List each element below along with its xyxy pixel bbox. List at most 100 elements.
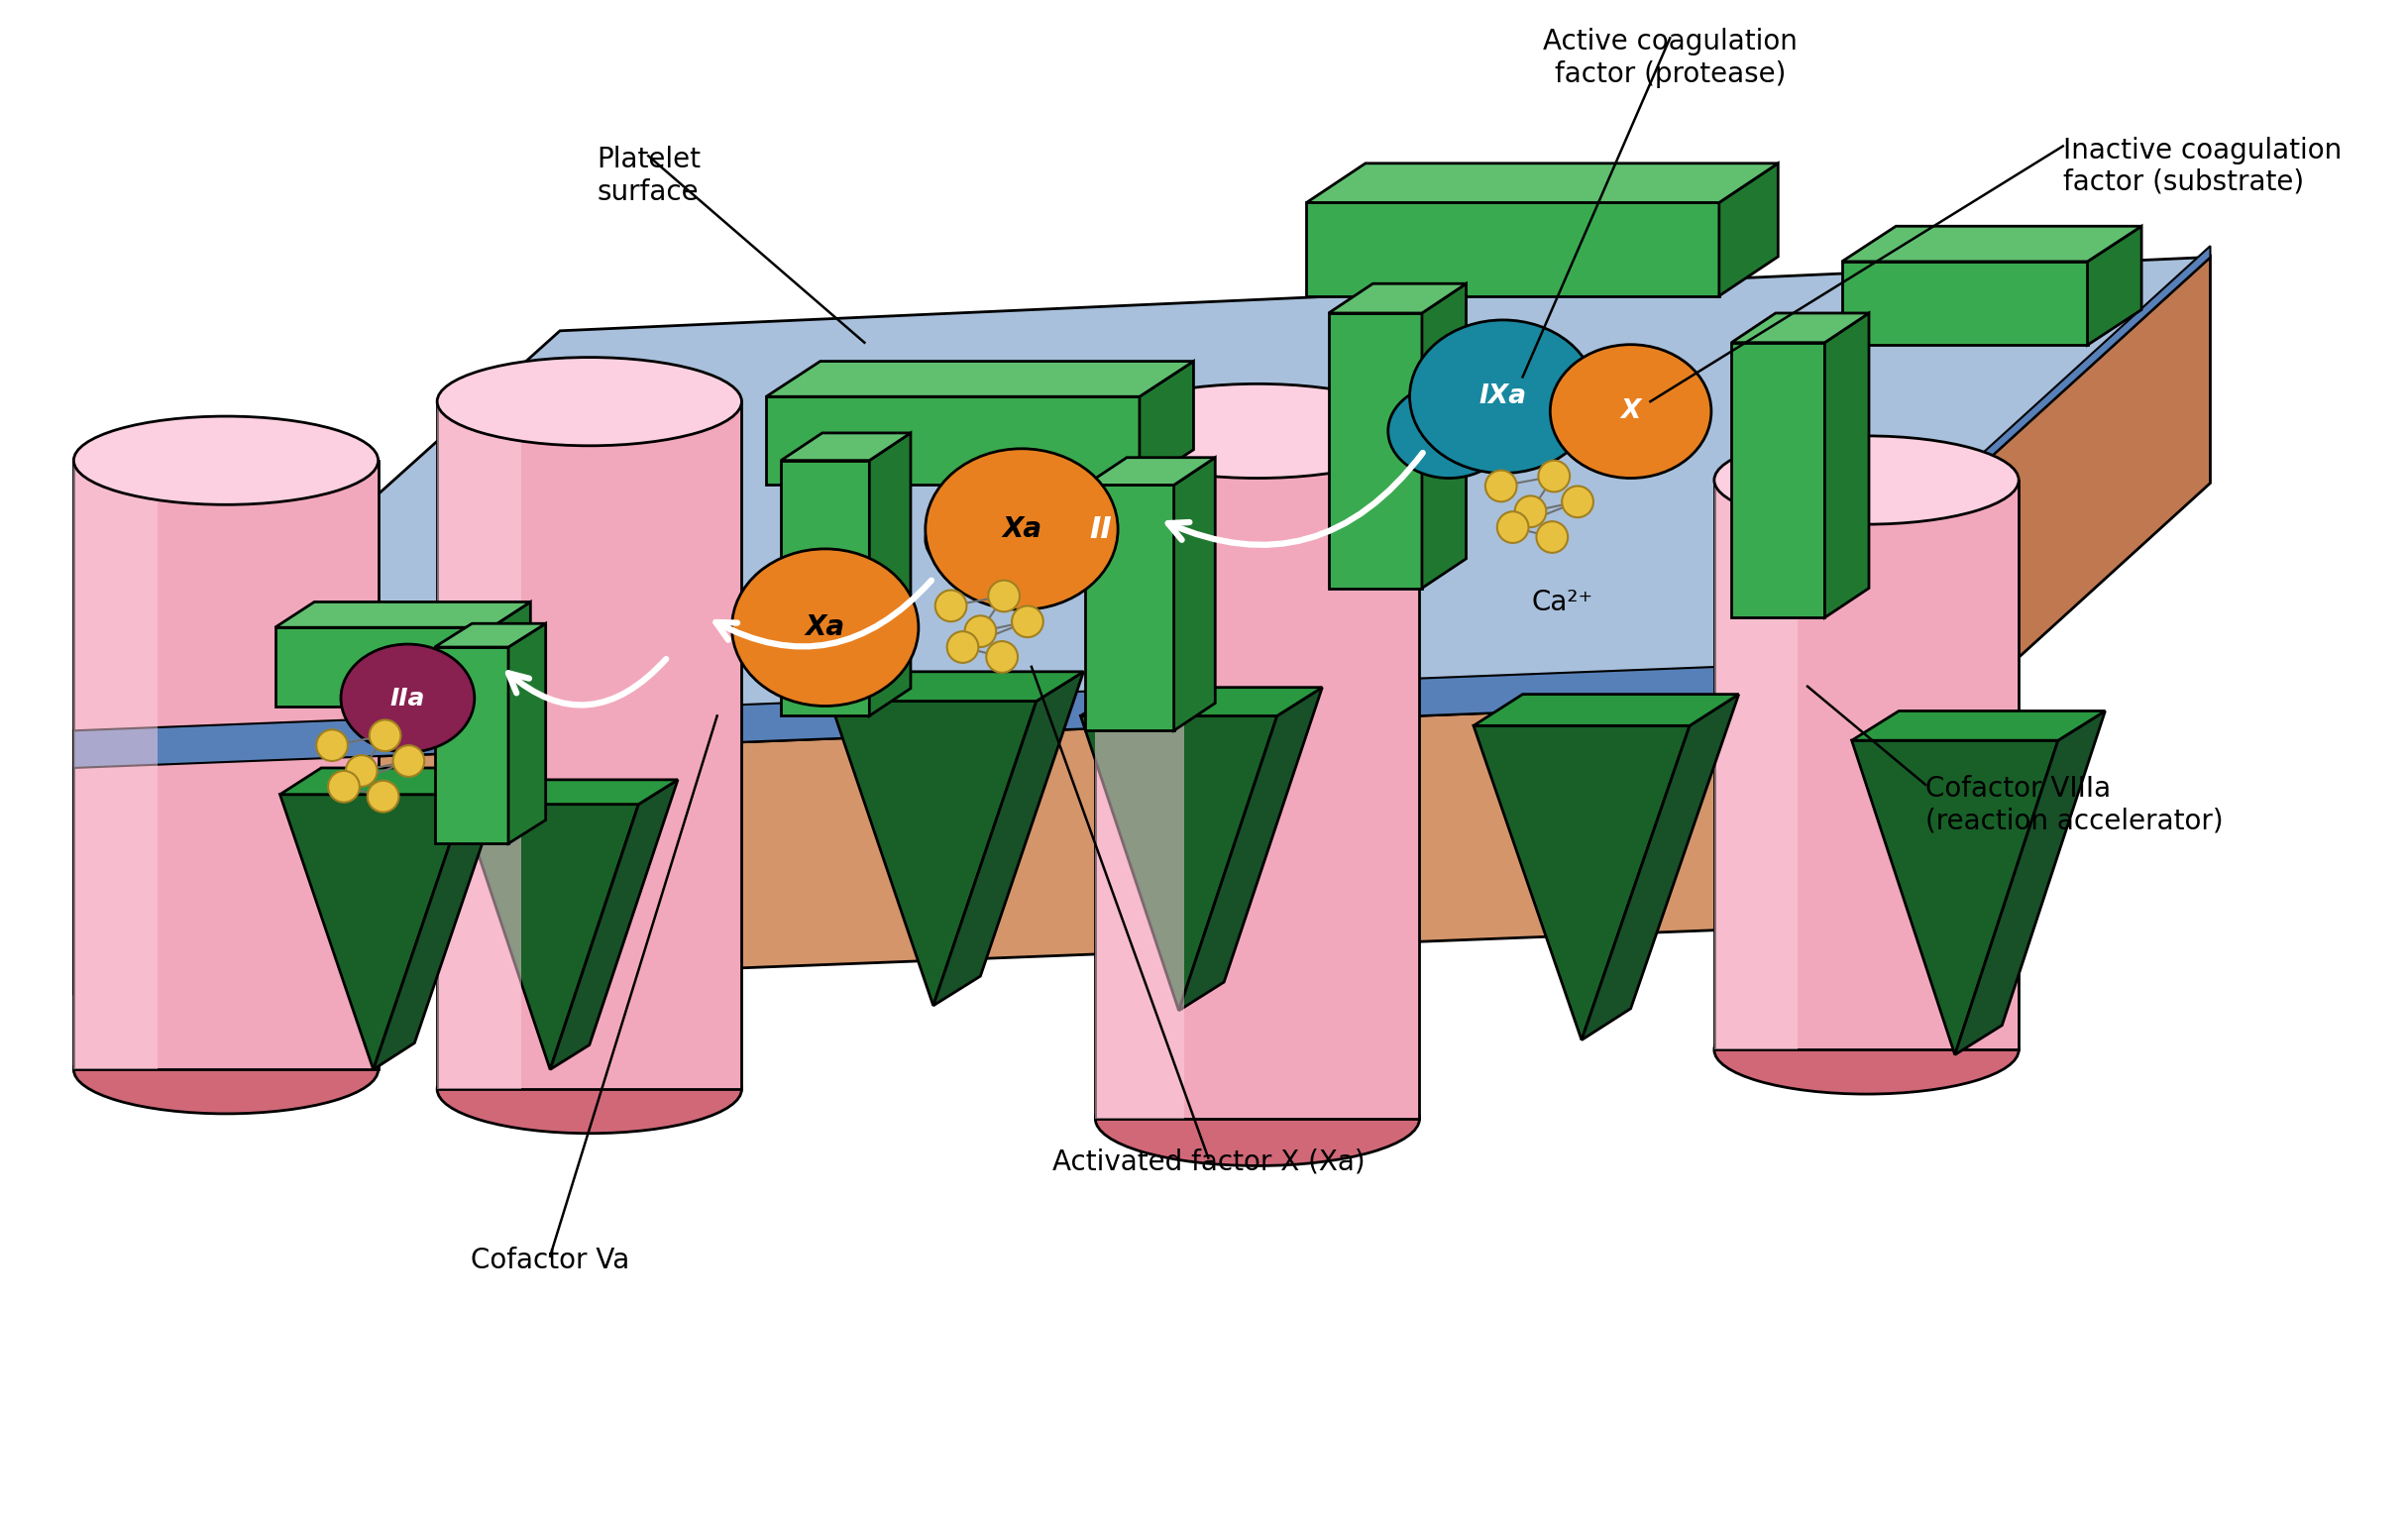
Polygon shape bbox=[831, 701, 1035, 1005]
Polygon shape bbox=[279, 795, 467, 1070]
Circle shape bbox=[966, 616, 997, 646]
Text: Xa: Xa bbox=[1002, 515, 1043, 542]
Polygon shape bbox=[1719, 257, 2211, 931]
Polygon shape bbox=[1329, 284, 1466, 313]
Polygon shape bbox=[780, 460, 869, 715]
Circle shape bbox=[368, 781, 400, 813]
Polygon shape bbox=[1474, 726, 1690, 1041]
Polygon shape bbox=[1719, 163, 1777, 296]
Ellipse shape bbox=[1387, 384, 1510, 478]
Text: II: II bbox=[1088, 515, 1112, 544]
Polygon shape bbox=[279, 769, 508, 795]
Polygon shape bbox=[438, 402, 520, 1089]
Circle shape bbox=[1563, 486, 1594, 518]
Polygon shape bbox=[934, 672, 1084, 1005]
Polygon shape bbox=[780, 432, 910, 460]
Ellipse shape bbox=[1714, 435, 2018, 524]
Polygon shape bbox=[508, 623, 547, 843]
Polygon shape bbox=[1852, 711, 2105, 741]
Polygon shape bbox=[2088, 226, 2141, 345]
Text: X: X bbox=[1621, 399, 1640, 425]
Text: Cofactor Va: Cofactor Va bbox=[470, 1247, 628, 1274]
Polygon shape bbox=[438, 402, 742, 1089]
Polygon shape bbox=[75, 460, 378, 1070]
Circle shape bbox=[327, 772, 359, 802]
Polygon shape bbox=[1096, 431, 1418, 1118]
Polygon shape bbox=[1180, 688, 1322, 1010]
Circle shape bbox=[368, 720, 400, 752]
Polygon shape bbox=[1308, 203, 1719, 296]
Polygon shape bbox=[462, 804, 638, 1070]
Polygon shape bbox=[1474, 694, 1739, 726]
Circle shape bbox=[315, 729, 347, 761]
Polygon shape bbox=[1081, 715, 1276, 1010]
Polygon shape bbox=[766, 397, 1139, 484]
Ellipse shape bbox=[75, 416, 378, 504]
Polygon shape bbox=[1714, 480, 1799, 1050]
Text: Activated factor X (Xa): Activated factor X (Xa) bbox=[1052, 1148, 1365, 1177]
Polygon shape bbox=[1086, 484, 1175, 730]
Polygon shape bbox=[75, 460, 157, 1070]
Polygon shape bbox=[462, 779, 677, 804]
Text: Xa: Xa bbox=[804, 614, 845, 642]
Polygon shape bbox=[1329, 313, 1423, 588]
Ellipse shape bbox=[925, 449, 1117, 610]
Circle shape bbox=[987, 642, 1019, 672]
Ellipse shape bbox=[342, 645, 474, 752]
Polygon shape bbox=[1139, 361, 1194, 484]
Polygon shape bbox=[1086, 457, 1216, 484]
Text: Ca²⁺: Ca²⁺ bbox=[1531, 588, 1592, 616]
Polygon shape bbox=[1842, 261, 2088, 345]
Ellipse shape bbox=[1486, 339, 1580, 414]
Circle shape bbox=[1515, 495, 1546, 527]
Ellipse shape bbox=[75, 1025, 378, 1114]
Ellipse shape bbox=[925, 507, 999, 570]
Polygon shape bbox=[373, 769, 508, 1070]
Text: Cofactor VIIIa
(reaction accelerator): Cofactor VIIIa (reaction accelerator) bbox=[1926, 775, 2223, 834]
Circle shape bbox=[347, 755, 378, 787]
Polygon shape bbox=[436, 623, 547, 646]
Polygon shape bbox=[1175, 457, 1216, 730]
Text: Active coagulation
factor (protease): Active coagulation factor (protease) bbox=[1544, 28, 1796, 89]
Text: IIa: IIa bbox=[390, 686, 426, 711]
Polygon shape bbox=[1714, 480, 2018, 1050]
Polygon shape bbox=[75, 257, 2211, 769]
Ellipse shape bbox=[438, 1045, 742, 1134]
Polygon shape bbox=[1731, 313, 1869, 342]
Polygon shape bbox=[275, 628, 491, 706]
Ellipse shape bbox=[1551, 344, 1712, 478]
Polygon shape bbox=[1731, 342, 1825, 617]
Polygon shape bbox=[1842, 226, 2141, 261]
Polygon shape bbox=[491, 602, 530, 706]
Polygon shape bbox=[436, 646, 508, 843]
Text: Inactive coagulation
factor (substrate): Inactive coagulation factor (substrate) bbox=[2064, 136, 2341, 196]
Polygon shape bbox=[1096, 431, 1185, 1118]
Ellipse shape bbox=[732, 549, 917, 706]
Polygon shape bbox=[1955, 711, 2105, 1054]
Circle shape bbox=[946, 631, 978, 663]
Polygon shape bbox=[766, 361, 1194, 397]
Text: Platelet
surface: Platelet surface bbox=[597, 147, 701, 206]
Circle shape bbox=[1011, 605, 1043, 637]
Circle shape bbox=[393, 746, 424, 776]
Polygon shape bbox=[1081, 688, 1322, 715]
Polygon shape bbox=[831, 672, 1084, 701]
Circle shape bbox=[1486, 471, 1517, 501]
Circle shape bbox=[1536, 521, 1568, 553]
Text: IXa: IXa bbox=[1479, 384, 1527, 410]
Circle shape bbox=[1539, 460, 1570, 492]
Circle shape bbox=[934, 590, 966, 622]
Circle shape bbox=[987, 581, 1019, 611]
Polygon shape bbox=[1852, 741, 2059, 1054]
Polygon shape bbox=[1582, 694, 1739, 1041]
Polygon shape bbox=[549, 779, 677, 1070]
Polygon shape bbox=[75, 666, 1719, 769]
Ellipse shape bbox=[1409, 319, 1597, 474]
Polygon shape bbox=[75, 704, 1719, 993]
Ellipse shape bbox=[1714, 1005, 2018, 1094]
Polygon shape bbox=[1719, 246, 2211, 704]
Polygon shape bbox=[1423, 284, 1466, 588]
Polygon shape bbox=[1825, 313, 1869, 617]
Circle shape bbox=[1498, 512, 1529, 542]
Polygon shape bbox=[275, 602, 530, 628]
